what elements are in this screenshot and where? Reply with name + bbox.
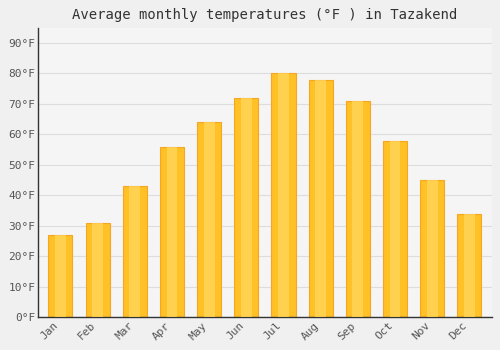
Bar <box>426 180 438 317</box>
Bar <box>197 122 221 317</box>
Bar <box>122 186 147 317</box>
Bar <box>166 147 177 317</box>
Bar <box>204 122 214 317</box>
Bar <box>92 223 103 317</box>
Bar <box>86 223 110 317</box>
Bar <box>48 235 72 317</box>
Bar <box>130 186 140 317</box>
Bar <box>458 214 481 317</box>
Bar <box>315 79 326 317</box>
Bar <box>241 98 252 317</box>
Bar <box>346 101 370 317</box>
Bar <box>308 79 332 317</box>
Bar <box>420 180 444 317</box>
Bar <box>383 141 407 317</box>
Bar <box>464 214 475 317</box>
Bar <box>160 147 184 317</box>
Bar <box>234 98 258 317</box>
Bar <box>272 74 295 317</box>
Bar <box>390 141 400 317</box>
Title: Average monthly temperatures (°F ) in Tazakend: Average monthly temperatures (°F ) in Ta… <box>72 8 458 22</box>
Bar <box>278 74 289 317</box>
Bar <box>55 235 66 317</box>
Bar <box>352 101 364 317</box>
